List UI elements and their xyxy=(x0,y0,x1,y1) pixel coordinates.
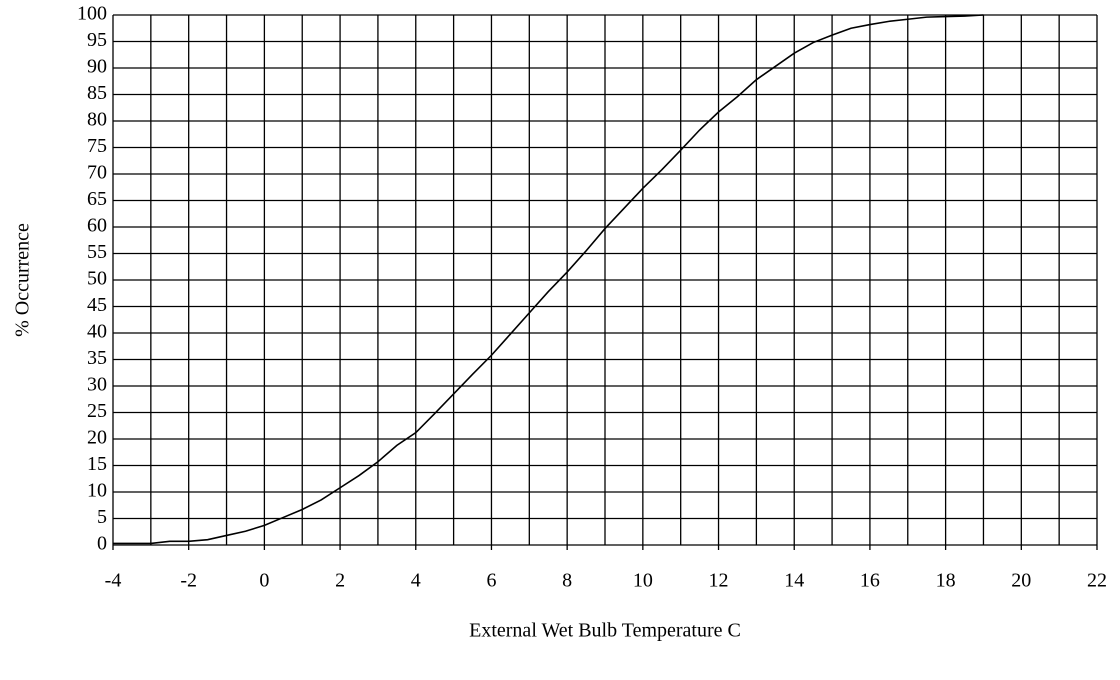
y-tick-label: 100 xyxy=(77,3,107,25)
x-tick-label: 14 xyxy=(784,570,804,592)
y-axis-label: % Occurrence xyxy=(12,223,34,337)
y-tick-label: 60 xyxy=(87,215,107,237)
y-tick-label: 20 xyxy=(87,427,107,449)
x-tick-label: 8 xyxy=(562,570,572,592)
y-tick-label: 5 xyxy=(97,506,107,528)
y-tick-label: 30 xyxy=(87,374,107,396)
y-tick-label: 0 xyxy=(97,533,107,555)
data-line xyxy=(113,14,984,545)
x-tick-label: 22 xyxy=(1087,570,1107,592)
x-tick-label: 16 xyxy=(860,570,880,592)
x-tick-label: 4 xyxy=(411,570,421,592)
x-tick-label: 12 xyxy=(709,570,729,592)
x-tick-label: -4 xyxy=(105,570,122,592)
y-tick-label: 90 xyxy=(87,56,107,78)
y-tick-label: 65 xyxy=(87,188,107,210)
y-tick-label: 25 xyxy=(87,400,107,422)
y-tick-label: 15 xyxy=(87,453,107,475)
x-tick-label: 20 xyxy=(1011,570,1031,592)
y-tick-label: 40 xyxy=(87,321,107,343)
y-tick-label: 50 xyxy=(87,268,107,290)
y-tick-label: 75 xyxy=(87,135,107,157)
x-tick-label: 6 xyxy=(486,570,496,592)
y-tick-label: 45 xyxy=(87,294,107,316)
y-tick-label: 35 xyxy=(87,347,107,369)
y-tick-label: 80 xyxy=(87,109,107,131)
y-tick-label: 55 xyxy=(87,241,107,263)
x-tick-label: 0 xyxy=(259,570,269,592)
x-tick-label: 2 xyxy=(335,570,345,592)
y-tick-label: 70 xyxy=(87,162,107,184)
x-tick-label: 10 xyxy=(633,570,653,592)
x-tick-label: -2 xyxy=(180,570,197,592)
x-axis-label: External Wet Bulb Temperature C xyxy=(469,620,741,642)
y-tick-label: 85 xyxy=(87,82,107,104)
x-tick-label: 18 xyxy=(936,570,956,592)
y-tick-label: 10 xyxy=(87,480,107,502)
y-tick-label: 95 xyxy=(87,29,107,51)
